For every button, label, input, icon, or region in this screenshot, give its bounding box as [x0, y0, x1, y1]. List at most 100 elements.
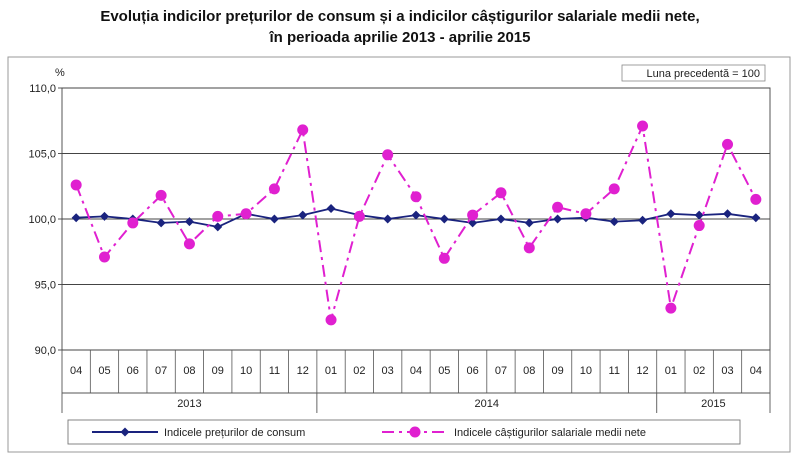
- y-axis-unit-label: %: [55, 67, 65, 79]
- y-tick-label: 110,0: [29, 83, 56, 95]
- x-tick-label: 10: [580, 365, 592, 377]
- x-tick-label: 12: [636, 365, 648, 377]
- x-tick-label: 03: [721, 365, 733, 377]
- data-point: [496, 214, 506, 224]
- x-tick-label: 11: [609, 365, 620, 377]
- data-point: [99, 211, 109, 221]
- data-point: [637, 120, 649, 132]
- x-tick-label: 04: [410, 365, 422, 377]
- legend-box: [67, 419, 741, 445]
- data-point: [750, 193, 762, 205]
- data-point: [98, 251, 110, 263]
- x-tick-label: 03: [382, 365, 394, 377]
- legend-swatch-marker: [120, 427, 130, 437]
- data-point: [495, 187, 507, 199]
- x-tick-label: 04: [750, 365, 762, 377]
- x-tick-label: 02: [353, 365, 365, 377]
- data-point: [723, 209, 733, 219]
- data-point: [580, 208, 592, 220]
- data-point: [297, 124, 309, 136]
- x-tick-label: 05: [438, 365, 450, 377]
- chart-title-line-2: în perioada aprilie 2013 - aprilie 2015: [269, 29, 531, 46]
- legend-label: Indicele câștigurilor salariale medii ne…: [454, 427, 646, 439]
- series-1: [70, 120, 762, 326]
- data-point: [411, 210, 421, 220]
- data-point: [156, 218, 166, 228]
- series: [70, 120, 762, 326]
- data-point: [410, 191, 422, 203]
- data-point: [468, 218, 478, 228]
- outer-frame: [7, 56, 791, 453]
- y-axis: 90,0 95,0 100,0 105,0 110,0: [28, 83, 62, 357]
- data-point: [71, 213, 81, 223]
- year-label: 2015: [701, 398, 725, 410]
- data-point: [524, 218, 534, 228]
- y-tick-label: 105,0: [28, 149, 56, 161]
- data-point: [467, 209, 479, 221]
- data-point: [212, 210, 224, 222]
- data-point: [382, 149, 394, 161]
- data-point: [353, 210, 365, 222]
- x-tick-label: 06: [467, 365, 479, 377]
- x-tick-label: 02: [693, 365, 705, 377]
- x-tick-label: 04: [70, 365, 82, 377]
- x-tick-label: 12: [297, 365, 309, 377]
- x-tick-label: 10: [240, 365, 252, 377]
- data-point: [553, 214, 563, 224]
- x-tick-label: 09: [551, 365, 563, 377]
- y-tick-label: 95,0: [35, 280, 56, 292]
- note-box: Luna precedentă = 100: [621, 64, 766, 82]
- data-point: [155, 189, 167, 201]
- y-tick-label: 90,0: [35, 345, 56, 357]
- data-point: [184, 217, 194, 227]
- data-point: [183, 238, 195, 250]
- legend-entry-0: Indicele prețurilor de consum: [92, 427, 305, 439]
- legend-entry-1: Indicele câștigurilor salariale medii ne…: [382, 426, 646, 439]
- data-point: [666, 209, 676, 219]
- data-point: [609, 217, 619, 227]
- data-point: [383, 214, 393, 224]
- chart-title-line-1: Evoluția indicilor prețurilor de consum …: [100, 8, 700, 25]
- year-label: 2014: [475, 398, 499, 410]
- legend-label: Indicele prețurilor de consum: [164, 427, 305, 439]
- data-point: [325, 314, 337, 326]
- legend-swatch-marker: [409, 426, 421, 438]
- data-point: [240, 208, 252, 220]
- data-point: [552, 201, 564, 213]
- note-text: Luna precedentă = 100: [647, 68, 760, 80]
- year-label: 2013: [177, 398, 201, 410]
- data-point: [213, 222, 223, 232]
- x-tick-label: 01: [325, 365, 337, 377]
- x-tick-label: 11: [269, 365, 280, 377]
- data-point: [693, 220, 705, 232]
- data-point: [439, 214, 449, 224]
- data-point: [298, 210, 308, 220]
- x-tick-label: 08: [523, 365, 535, 377]
- x-tick-label: 08: [183, 365, 195, 377]
- data-point: [127, 217, 139, 229]
- data-point: [722, 138, 734, 150]
- x-tick-label: 07: [495, 365, 507, 377]
- legend: Indicele prețurilor de consum Indicele câ…: [67, 419, 741, 445]
- data-point: [608, 183, 620, 195]
- data-point: [70, 179, 82, 191]
- data-point: [694, 210, 704, 220]
- chart-title: Evoluția indicilor prețurilor de consum …: [0, 6, 800, 48]
- series-line: [75, 125, 757, 321]
- data-point: [638, 215, 648, 225]
- x-tick-label: 09: [212, 365, 224, 377]
- y-tick-label: 100,0: [28, 214, 56, 226]
- x-tick-label: 06: [127, 365, 139, 377]
- data-point: [268, 183, 280, 195]
- x-tick-label: 01: [665, 365, 677, 377]
- data-point: [751, 213, 761, 223]
- x-axis: 04 05 06 07 08 09 10 11 12 01 02 03 04 05 06 07 08 09 10 11…: [61, 350, 771, 413]
- data-point: [665, 302, 677, 314]
- data-point: [326, 204, 336, 214]
- data-point: [438, 252, 450, 264]
- x-tick-label: 07: [155, 365, 167, 377]
- data-point: [523, 242, 535, 254]
- x-tick-label: 05: [98, 365, 110, 377]
- data-point: [269, 214, 279, 224]
